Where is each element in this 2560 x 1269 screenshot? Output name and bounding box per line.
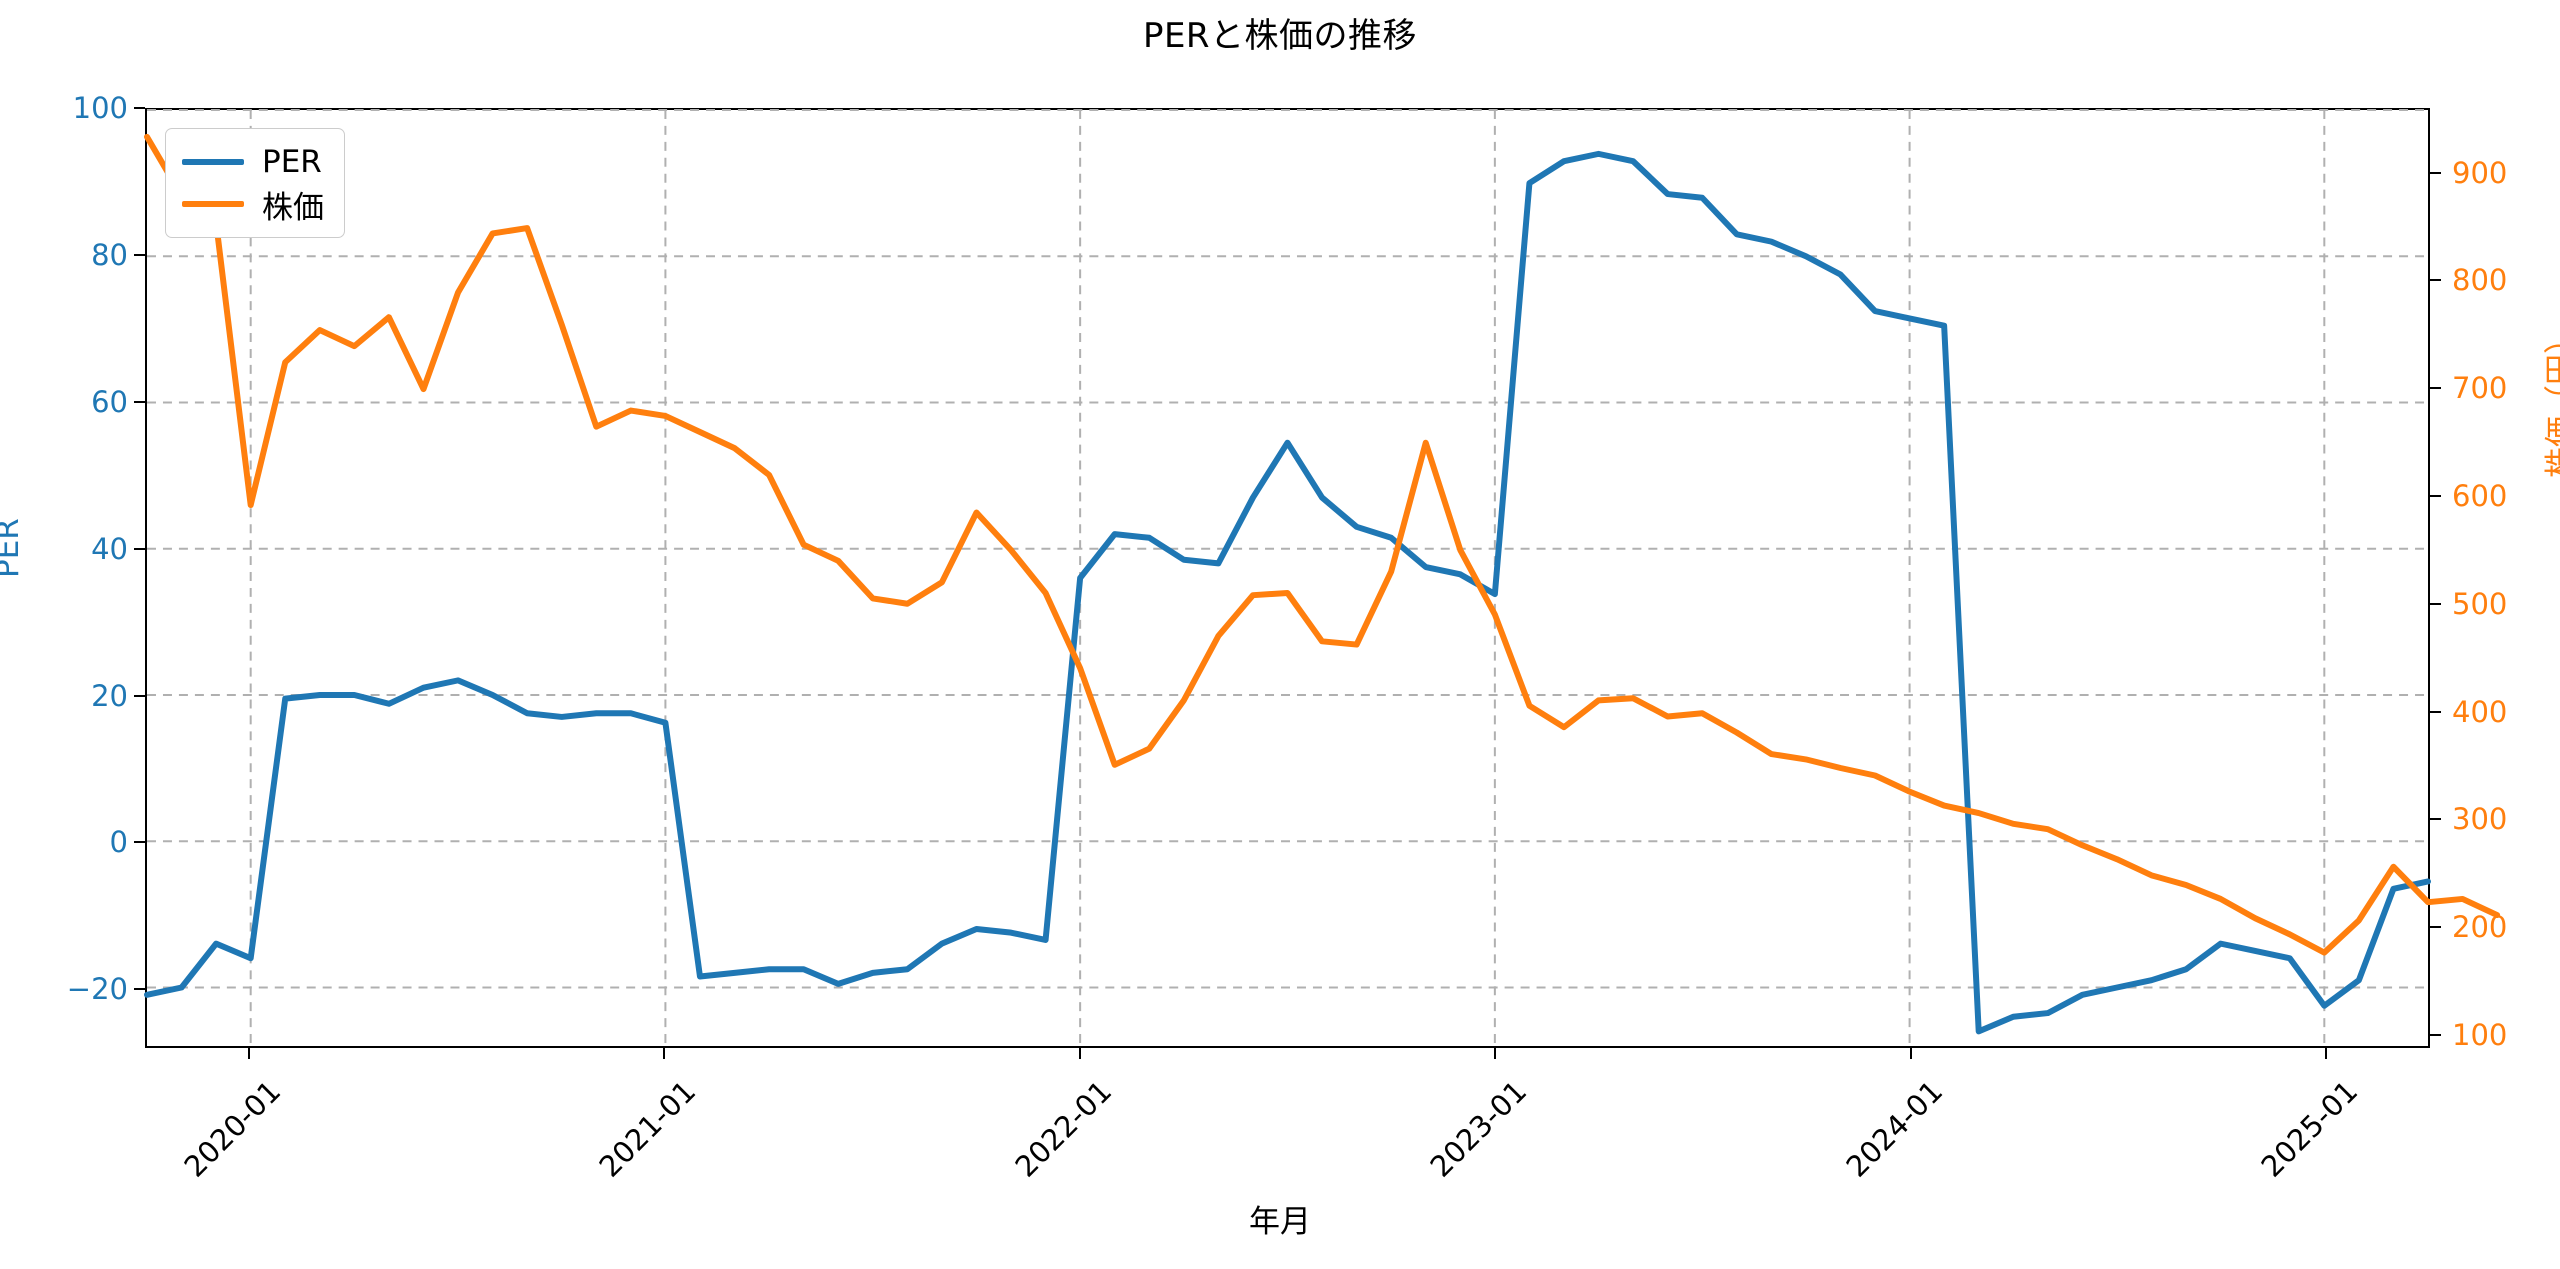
y-axis-right-tick-mark	[2430, 1034, 2441, 1037]
y-axis-right-tick-label: 500	[2452, 586, 2508, 621]
y-axis-right-tick-mark	[2430, 279, 2441, 282]
y-axis-right-tick-label: 900	[2452, 155, 2508, 190]
data-lines	[144, 133, 2501, 1035]
legend-swatch-per	[182, 159, 244, 165]
legend-label-stock: 株価	[262, 189, 324, 226]
y-axis-left-tick-label: 60	[91, 384, 128, 419]
y-axis-right-tick-mark	[2430, 387, 2441, 390]
x-axis-tick-label: 2022-01	[1008, 1074, 1118, 1184]
y-axis-left-tick-mark	[134, 547, 145, 550]
chart-title: PERと株価の推移	[1142, 16, 1418, 56]
x-axis-tick-mark	[1909, 1048, 1912, 1059]
y-axis-left-tick-label: −20	[66, 972, 128, 1007]
y-axis-right-tick-label: 600	[2452, 479, 2508, 514]
y-axis-right-label: 株価（円）	[2543, 323, 2560, 478]
x-axis-tick-mark	[1078, 1048, 1081, 1059]
y-axis-right-tick-label: 100	[2452, 1018, 2508, 1053]
y-axis-right-tick-mark	[2430, 495, 2441, 498]
y-axis-left-tick-label: 20	[91, 678, 128, 713]
x-axis-tick-mark	[663, 1048, 666, 1059]
y-axis-left-tick-mark	[134, 694, 145, 697]
y-axis-right-tick-mark	[2430, 818, 2441, 821]
legend-label-per: PER	[262, 144, 322, 180]
x-axis-tick-label: 2025-01	[2254, 1074, 2365, 1184]
series-line-per	[144, 150, 2431, 1035]
plot-area	[144, 108, 2501, 1048]
series-line-stock	[144, 133, 2501, 956]
x-axis-tick-label: 2024-01	[1839, 1074, 1949, 1184]
y-axis-left-tick-label: 0	[109, 825, 128, 860]
y-axis-left-tick-mark	[134, 400, 145, 403]
legend-item-per[interactable]: PER	[182, 141, 324, 183]
x-axis-tick-mark	[247, 1048, 250, 1059]
y-axis-left-tick-label: 100	[72, 91, 128, 125]
x-axis-tick-label: 2023-01	[1423, 1074, 1534, 1184]
y-axis-right-tick-label: 800	[2452, 263, 2508, 298]
y-axis-right-tick-mark	[2430, 171, 2441, 174]
y-axis-right-tick-mark	[2430, 926, 2441, 929]
y-axis-left-tick-mark	[134, 107, 145, 109]
x-axis-tick-mark	[1494, 1048, 1497, 1059]
x-axis-tick-mark	[2325, 1048, 2328, 1059]
y-axis-right-tick-mark	[2430, 710, 2441, 713]
y-axis-left-tick-label: 40	[91, 531, 128, 566]
x-axis-tick-label: 2021-01	[592, 1074, 703, 1184]
y-axis-left-tick-mark	[134, 253, 145, 256]
chart-legend: PER 株価	[165, 128, 345, 238]
legend-item-stock[interactable]: 株価	[182, 183, 324, 226]
y-axis-left-tick-mark	[134, 841, 145, 844]
x-axis-tick-label: 2020-01	[177, 1074, 288, 1184]
legend-swatch-stock	[182, 201, 244, 207]
y-axis-right-tick-label: 400	[2452, 694, 2508, 729]
x-axis-label: 年月	[1249, 1204, 1311, 1240]
y-axis-right-tick-mark	[2430, 602, 2441, 605]
y-axis-left-label: PER	[0, 518, 26, 578]
y-axis-left-tick-mark	[134, 988, 145, 991]
y-axis-right-tick-label: 300	[2452, 802, 2508, 837]
y-axis-left-tick-label: 80	[91, 237, 128, 272]
y-axis-right-tick-label: 700	[2452, 371, 2508, 406]
